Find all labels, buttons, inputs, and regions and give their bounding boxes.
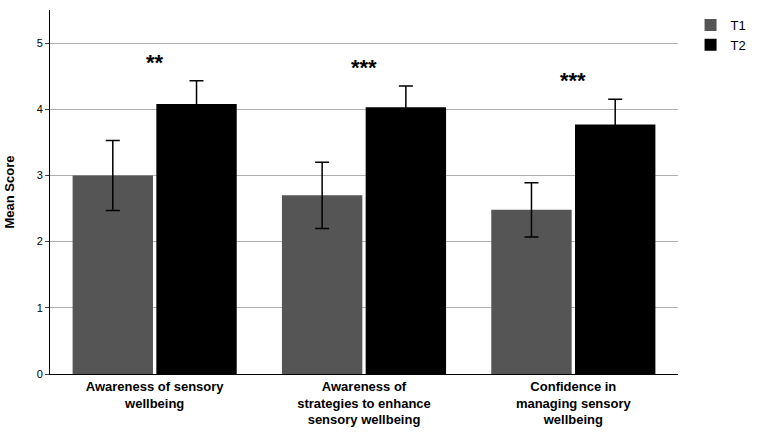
svg-text:0: 0 xyxy=(37,368,43,380)
svg-text:T2: T2 xyxy=(731,38,746,53)
svg-text:Awareness ofstrategies to enha: Awareness ofstrategies to enhancesensory… xyxy=(297,379,431,428)
svg-text:5: 5 xyxy=(37,37,43,49)
svg-text:***: *** xyxy=(351,55,377,80)
svg-text:3: 3 xyxy=(37,169,43,181)
svg-text:Mean Score: Mean Score xyxy=(2,156,17,229)
svg-text:Awareness of sensorywellbeing: Awareness of sensorywellbeing xyxy=(86,379,225,411)
svg-text:Confidence inmanaging sensoryw: Confidence inmanaging sensorywellbeing xyxy=(516,379,632,428)
svg-text:**: ** xyxy=(146,50,164,75)
svg-text:2: 2 xyxy=(37,235,43,247)
svg-text:T1: T1 xyxy=(731,18,746,33)
svg-text:***: *** xyxy=(560,68,586,93)
svg-text:4: 4 xyxy=(37,103,43,115)
svg-text:1: 1 xyxy=(37,302,43,314)
